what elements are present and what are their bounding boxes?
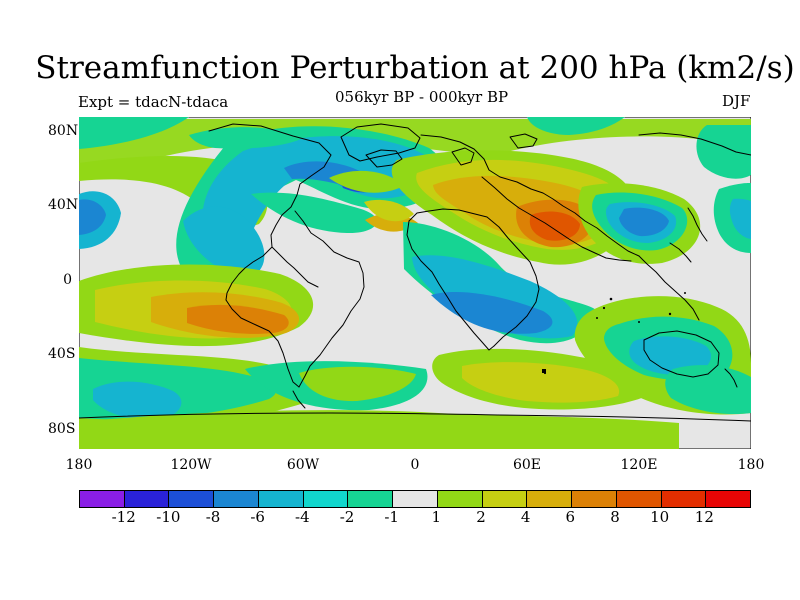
- colorbar-swatch: [572, 491, 617, 507]
- streamfunction-map: [79, 117, 751, 449]
- colorbar-label: 2: [476, 508, 486, 526]
- colorbar-label: -4: [295, 508, 310, 526]
- colorbar-label: -12: [111, 508, 136, 526]
- colorbar-swatch: [169, 491, 215, 507]
- colorbar-swatch: [437, 491, 483, 507]
- colorbar-label: 6: [565, 508, 576, 526]
- longitude-tick-label: 0: [410, 457, 420, 473]
- longitude-tick-label: 60E: [512, 457, 542, 473]
- colorbar-swatch: [214, 491, 259, 507]
- colorbar-swatch: [124, 491, 170, 507]
- colorbar-swatch: [482, 491, 528, 507]
- latitude-tick-label: 0: [63, 272, 72, 288]
- colorbar-label: -2: [339, 508, 355, 526]
- global-map-icon: [79, 117, 751, 449]
- colorbar-label: 4: [520, 508, 531, 526]
- colorbar-label: -6: [250, 508, 265, 526]
- colorbar-swatch: [616, 491, 662, 507]
- longitude-tick-label: 180: [737, 457, 765, 473]
- colorbar-swatch: [348, 491, 394, 507]
- colorbar-swatch: [661, 491, 707, 507]
- longitude-tick-label: 120E: [620, 457, 658, 473]
- page-title: Streamfunction Perturbation at 200 hPa (…: [35, 50, 795, 86]
- time-period-label: 056kyr BP - 000kyr BP: [335, 88, 509, 106]
- season-label: DJF: [722, 92, 751, 110]
- colorbar-label: 12: [694, 508, 714, 526]
- lake-and-island-layer: [542, 292, 686, 375]
- colorbar-label: -1: [384, 508, 399, 526]
- longitude-tick-label: 180: [65, 457, 93, 473]
- colorbar-swatch: [303, 491, 349, 507]
- colorbar-swatch: [706, 491, 751, 507]
- colorbar-label: 1: [431, 508, 442, 526]
- colorbar-label: 10: [650, 508, 670, 526]
- latitude-tick-label: 80S: [48, 421, 76, 437]
- longitude-tick-label: 60W: [286, 457, 320, 473]
- latitude-tick-label: 40S: [48, 346, 76, 362]
- colorbar: [79, 490, 751, 508]
- longitude-tick-label: 120W: [170, 457, 212, 473]
- contour-fill-layer: [79, 117, 751, 449]
- experiment-label: Expt = tdacN-tdaca: [78, 93, 229, 111]
- colorbar-label: 8: [610, 508, 620, 526]
- colorbar-label: -8: [205, 508, 221, 526]
- latitude-tick-label: 80N: [48, 123, 79, 139]
- colorbar-swatch: [80, 491, 125, 507]
- colorbar-swatch: [258, 491, 304, 507]
- coastline-layer: [79, 123, 751, 422]
- colorbar-swatch: [527, 491, 573, 507]
- latitude-tick-label: 40N: [48, 197, 79, 213]
- colorbar-label: -10: [156, 508, 181, 526]
- colorbar-swatch: [393, 491, 438, 507]
